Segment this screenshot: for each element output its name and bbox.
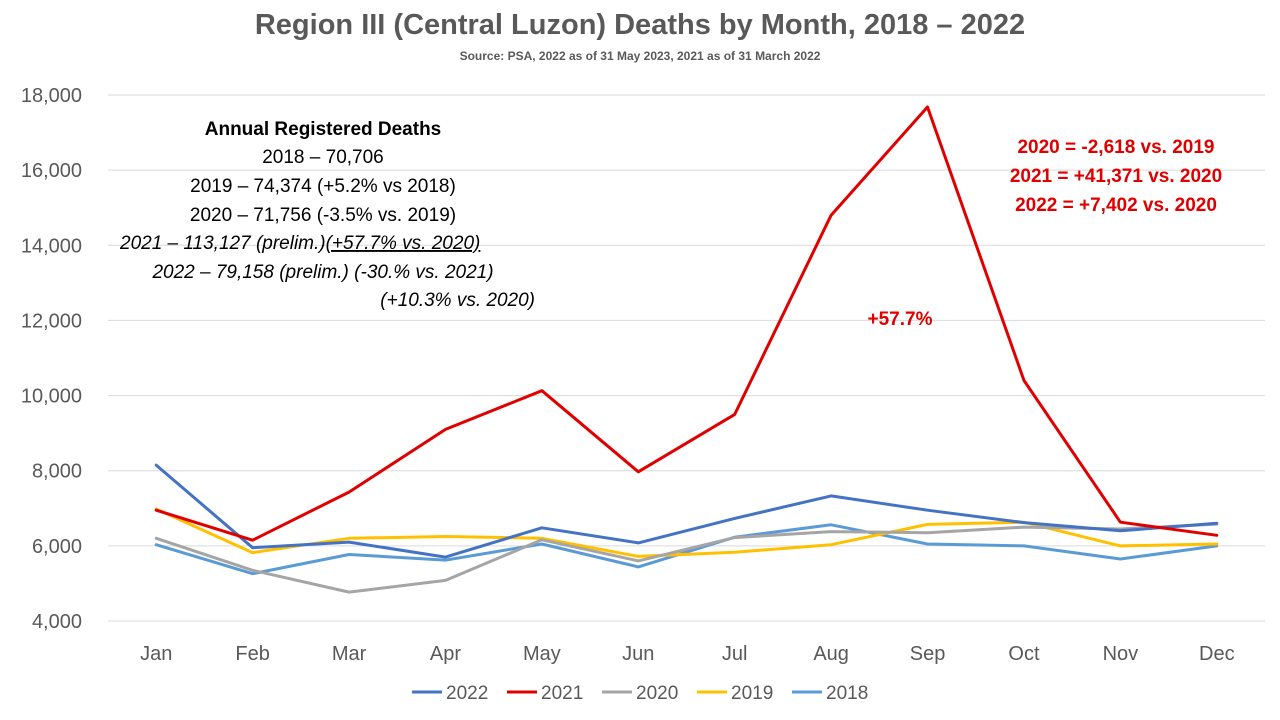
y-tick-label: 8,000 xyxy=(32,461,82,483)
annual-deaths-annotation: Annual Registered Deaths 2018 – 70,706 2… xyxy=(119,119,535,311)
y-tick-label: 16,000 xyxy=(21,160,82,182)
x-tick-label: Jan xyxy=(140,643,172,665)
comparison-annotation: 2020 = -2,618 vs. 2019 2021 = +41,371 vs… xyxy=(1010,137,1222,216)
y-tick-label: 4,000 xyxy=(32,611,82,633)
y-tick-label: 6,000 xyxy=(32,536,82,558)
x-tick-label: May xyxy=(523,643,561,665)
series-line-2022 xyxy=(154,463,1219,559)
x-tick-label: Apr xyxy=(430,643,461,665)
comparison-line-3: 2022 = +7,402 vs. 2020 xyxy=(1015,195,1217,216)
x-axis-ticks: Jan Feb Mar Apr May Jun Jul Aug Sep Oct Nov Dec xyxy=(140,643,1234,665)
annotation-2021: 2021 – 113,127 (prelim.)(+57.7% vs. 2020… xyxy=(119,233,480,254)
x-tick-label: Jun xyxy=(622,643,654,665)
annotation-2021-change: (+57.7% vs. 2020) xyxy=(326,233,481,254)
annotation-2020: 2020 – 71,756 (-3.5% vs. 2019) xyxy=(190,205,456,226)
x-tick-label: Feb xyxy=(235,643,269,665)
annotation-2022: 2022 – 79,158 (prelim.) (-30.% vs. 2021) xyxy=(151,262,493,283)
legend-label-2019: 2019 xyxy=(731,683,773,704)
series-lines xyxy=(154,105,1219,594)
comparison-line-1: 2020 = -2,618 vs. 2019 xyxy=(1017,137,1214,158)
annotation-2022-vs-2020: (+10.3% vs. 2020) xyxy=(380,290,535,311)
series-line-2021 xyxy=(154,105,1219,542)
x-tick-label: Mar xyxy=(332,643,367,665)
comparison-line-2: 2021 = +41,371 vs. 2020 xyxy=(1010,166,1222,187)
legend-label-2018: 2018 xyxy=(826,683,868,704)
annotation-heading: Annual Registered Deaths xyxy=(205,119,442,140)
x-tick-label: Nov xyxy=(1103,643,1139,665)
y-tick-label: 14,000 xyxy=(21,235,82,257)
series-line-2020 xyxy=(154,522,1219,594)
y-tick-label: 10,000 xyxy=(21,386,82,408)
legend: 2022 2021 2020 2019 2018 xyxy=(412,683,868,704)
x-tick-label: Sep xyxy=(910,643,946,665)
x-tick-label: Oct xyxy=(1008,643,1040,665)
x-tick-label: Jul xyxy=(722,643,748,665)
annotation-2018: 2018 – 70,706 xyxy=(262,147,384,168)
legend-label-2022: 2022 xyxy=(446,683,488,704)
annotation-2019: 2019 – 74,374 (+5.2% vs 2018) xyxy=(190,176,456,197)
chart-title: Region III (Central Luzon) Deaths by Mon… xyxy=(255,9,1025,41)
annotation-2021-total: 2021 – 113,127 (prelim.) xyxy=(119,233,326,254)
y-axis-ticks: 4,000 6,000 8,000 10,000 12,000 14,000 16,000 1… xyxy=(21,85,82,633)
peak-label: +57.7% xyxy=(868,309,933,330)
x-tick-label: Dec xyxy=(1199,643,1235,665)
x-tick-label: Aug xyxy=(813,643,849,665)
chart-subtitle: Source: PSA, 2022 as of 31 May 2023, 202… xyxy=(460,49,821,63)
legend-label-2021: 2021 xyxy=(541,683,583,704)
y-tick-label: 12,000 xyxy=(21,310,82,332)
legend-label-2020: 2020 xyxy=(636,683,678,704)
y-tick-label: 18,000 xyxy=(21,85,82,107)
series-line-2018 xyxy=(154,523,1219,576)
